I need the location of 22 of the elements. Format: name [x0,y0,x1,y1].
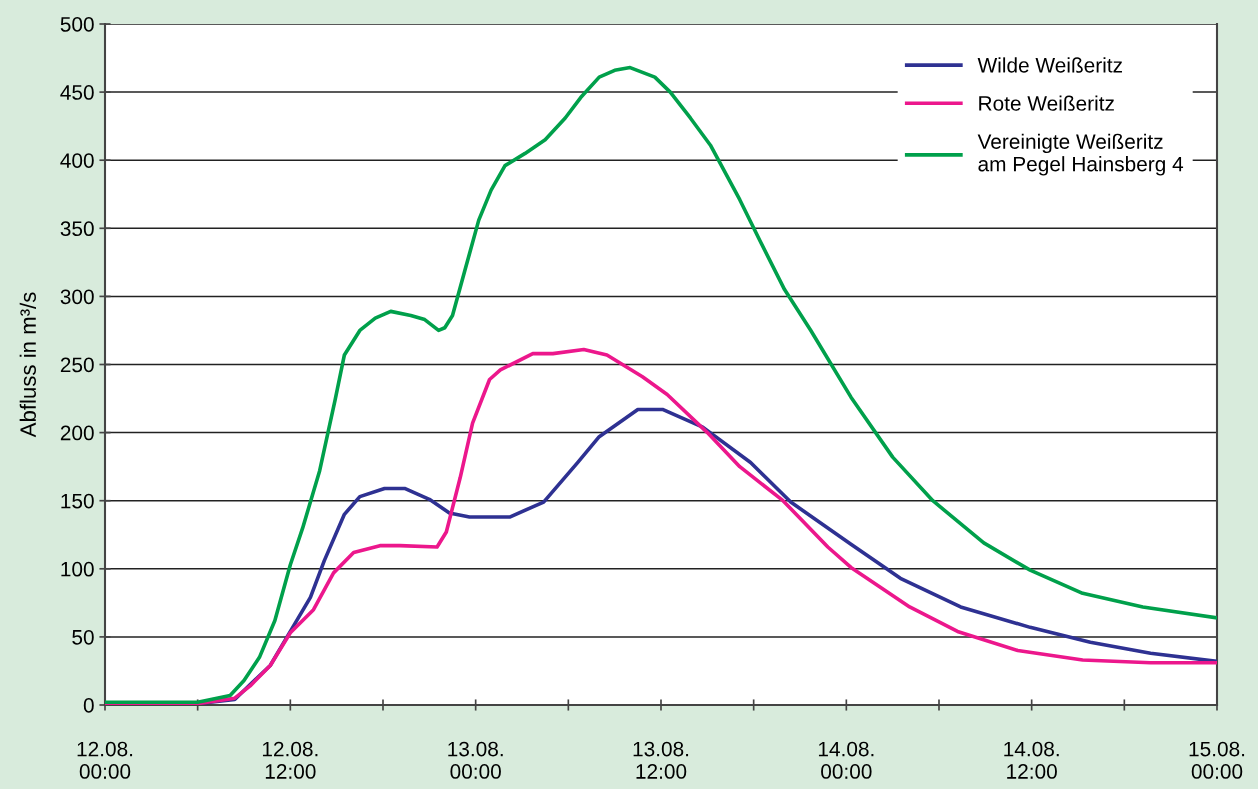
y-tick-label: 0 [83,698,94,713]
x-tick-label: 13.08. 12:00 [633,741,689,779]
x-tick-label: 12.08. 00:00 [77,741,133,779]
x-tick-label: 14.08. 12:00 [1004,741,1059,779]
y-tick-label: 50 [72,629,94,645]
y-tick-label: 500 [60,17,94,32]
y-axis-title: Abfluss in m³/s [19,292,36,438]
y-tick-label: 250 [60,357,94,373]
y-tick-label: 450 [60,85,94,100]
y-tick-label: 300 [60,289,94,305]
x-tick-label: 12.08. 12:00 [262,741,318,779]
y-tick-label: 200 [60,425,94,441]
legend-label: Vereinigte Weißeritz am Pegel Hainsberg 4 [977,133,1184,176]
legend-label: Rote Weißeritz [979,95,1114,111]
y-tick-label: 100 [61,561,94,577]
y-tick-label: 150 [61,493,94,509]
y-tick-label: 350 [60,221,94,237]
y-tick-label: 400 [60,153,94,168]
x-tick-label: 14.08. 00:00 [818,741,874,779]
legend-label: Wilde Weißeritz [977,57,1122,73]
x-tick-label: 15.08. 00:00 [1189,741,1245,779]
x-tick-label: 13.08. 00:00 [448,741,503,779]
